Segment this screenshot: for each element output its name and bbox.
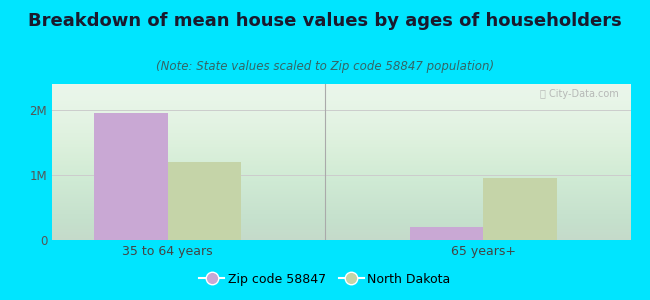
- Bar: [483, 178, 557, 240]
- Legend: Zip code 58847, North Dakota: Zip code 58847, North Dakota: [194, 268, 456, 291]
- Bar: [94, 113, 168, 240]
- Bar: [168, 162, 241, 240]
- Bar: [410, 227, 483, 240]
- Text: (Note: State values scaled to Zip code 58847 population): (Note: State values scaled to Zip code 5…: [156, 60, 494, 73]
- Text: Ⓣ City-Data.com: Ⓣ City-Data.com: [540, 89, 619, 99]
- Text: Breakdown of mean house values by ages of householders: Breakdown of mean house values by ages o…: [28, 12, 622, 30]
